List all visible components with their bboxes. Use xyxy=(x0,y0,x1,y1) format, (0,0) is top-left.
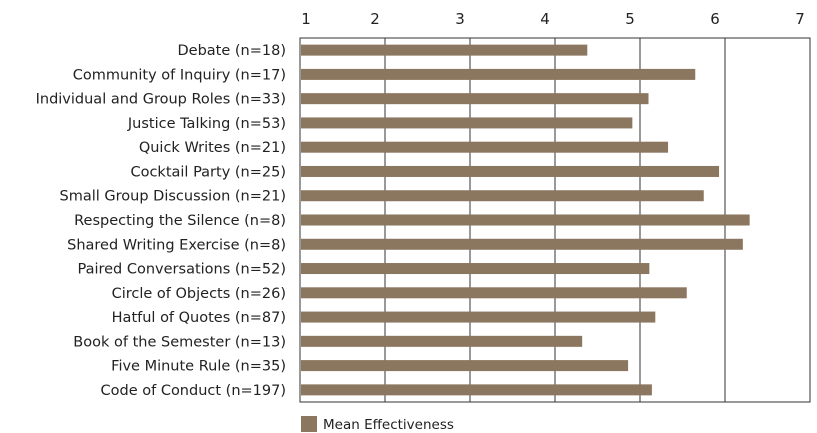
bar xyxy=(301,44,588,56)
bar xyxy=(301,384,652,396)
bar xyxy=(301,287,687,299)
bar xyxy=(301,311,656,323)
legend: Mean Effectiveness xyxy=(301,416,454,433)
category-label: Shared Writing Exercise (n=8) xyxy=(67,237,286,253)
category-label: Hatful of Quotes (n=87) xyxy=(112,310,286,326)
x-tick-label: 2 xyxy=(370,10,380,28)
category-label: Paired Conversations (n=52) xyxy=(77,262,286,278)
category-label: Circle of Objects (n=26) xyxy=(112,286,286,302)
x-tick-label: 5 xyxy=(625,10,635,28)
category-label: Quick Writes (n=21) xyxy=(139,140,286,156)
bar xyxy=(301,117,633,129)
bars xyxy=(301,44,750,396)
bar xyxy=(301,165,720,177)
category-label: Cocktail Party (n=25) xyxy=(130,164,286,180)
bar xyxy=(301,238,743,250)
category-label: Individual and Group Roles (n=33) xyxy=(36,92,286,108)
x-tick-label: 3 xyxy=(455,10,465,28)
category-label: Code of Conduct (n=197) xyxy=(101,383,287,399)
bar xyxy=(301,360,629,372)
bar xyxy=(301,93,649,105)
bar xyxy=(301,263,650,275)
bar xyxy=(301,141,669,153)
legend-label: Mean Effectiveness xyxy=(323,417,454,433)
bar xyxy=(301,214,750,226)
x-tick-label: 4 xyxy=(540,10,550,28)
x-axis-ticks: 1 2 3 4 5 6 7 xyxy=(301,10,805,28)
bar xyxy=(301,190,704,202)
category-label: Debate (n=18) xyxy=(178,43,287,59)
x-tick-label: 1 xyxy=(301,10,311,28)
x-tick-label: 6 xyxy=(710,10,720,28)
bar xyxy=(301,335,583,347)
category-labels: Debate (n=18) Community of Inquiry (n=17)… xyxy=(36,43,286,399)
legend-swatch xyxy=(301,416,317,432)
category-label: Community of Inquiry (n=17) xyxy=(73,67,286,83)
category-label: Respecting the Silence (n=8) xyxy=(74,213,286,229)
category-label: Book of the Semester (n=13) xyxy=(73,334,286,350)
bar xyxy=(301,68,696,80)
category-label: Small Group Discussion (n=21) xyxy=(60,189,286,205)
category-label: Five Minute Rule (n=35) xyxy=(111,359,286,375)
x-tick-label: 7 xyxy=(795,10,805,28)
category-label: Justice Talking (n=53) xyxy=(127,116,286,132)
